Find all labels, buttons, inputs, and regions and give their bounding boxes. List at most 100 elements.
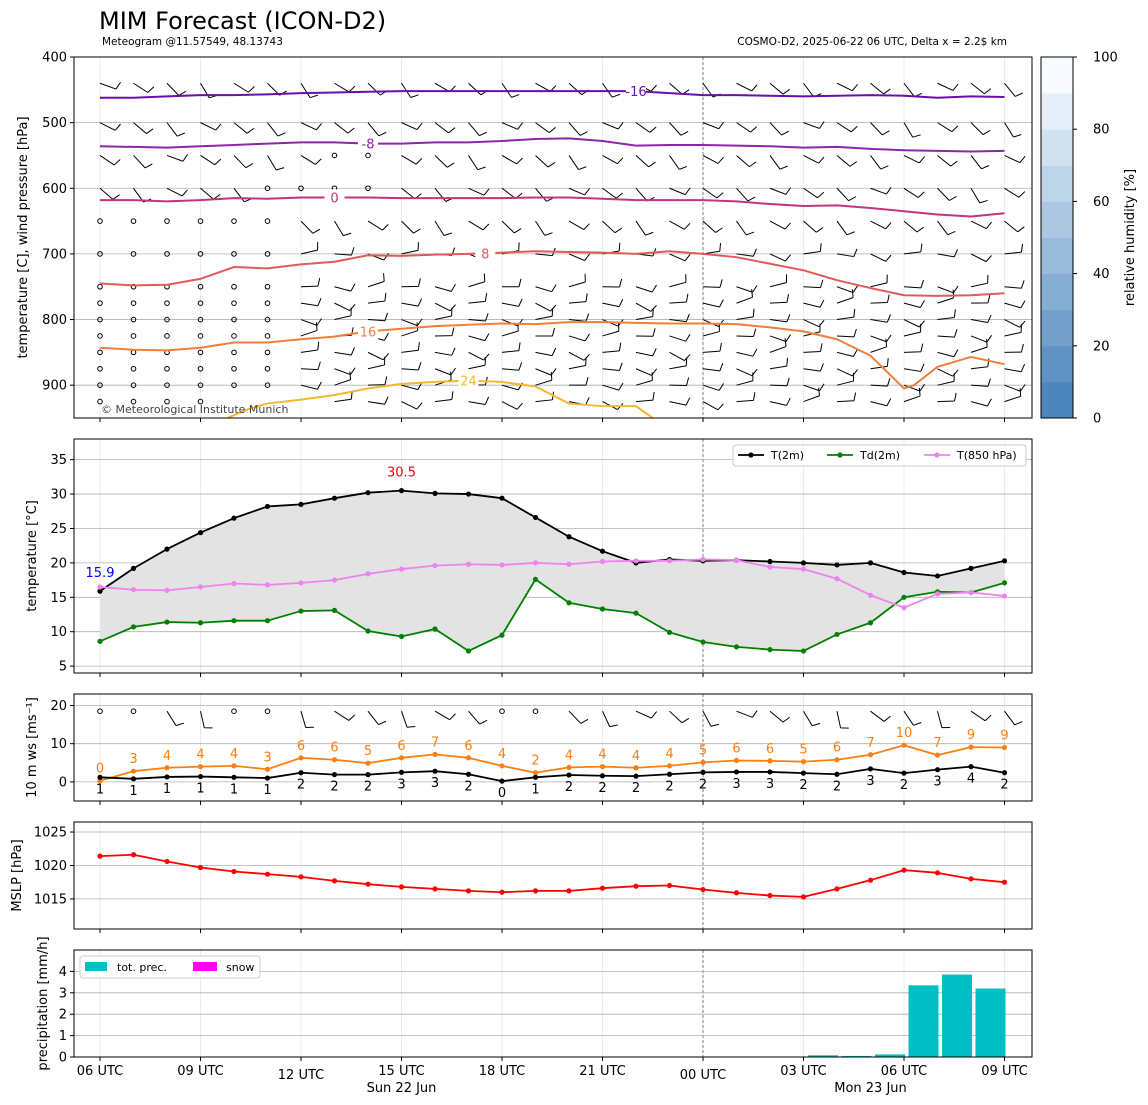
wind-barb <box>468 155 486 171</box>
y-tick-label: 5 <box>59 660 67 675</box>
legend-swatch <box>85 962 107 971</box>
wind-barb <box>233 82 255 93</box>
data-point <box>599 606 606 612</box>
wind-barb <box>300 381 322 390</box>
wind-barb <box>334 347 355 356</box>
y-tick-label: 400 <box>42 51 67 66</box>
wind-barb <box>769 274 787 288</box>
wind-barb <box>937 309 956 321</box>
wind-barb <box>300 322 318 337</box>
data-point <box>532 514 539 521</box>
wind-barb <box>568 313 590 322</box>
calm-wind-marker <box>197 333 204 339</box>
isotherm--16 <box>100 90 1005 99</box>
wind-barb <box>736 328 757 338</box>
isotherm-16 <box>99 321 1005 390</box>
wind-barb <box>468 333 490 342</box>
wind-barb <box>300 155 322 165</box>
wind-barb <box>669 397 691 406</box>
isotherm-24 <box>226 379 654 419</box>
calm-wind-marker <box>365 185 371 192</box>
data-point <box>164 546 170 552</box>
wind-barb <box>836 348 858 357</box>
wind-value-label: 6 <box>330 741 338 756</box>
wind-barb <box>702 299 724 308</box>
wind-barb <box>937 122 959 133</box>
data-point <box>298 501 304 507</box>
data-point <box>901 770 907 776</box>
data-point <box>499 763 505 769</box>
data-point <box>532 770 539 776</box>
wind-barb <box>300 220 321 234</box>
temperature-frame <box>73 438 1033 674</box>
wind-barb <box>334 371 352 386</box>
precip-bar <box>942 974 972 1057</box>
wind-value-label: 2 <box>699 777 707 792</box>
wind-barb <box>200 711 213 729</box>
wind-barb <box>300 277 321 288</box>
wind-barb <box>736 372 754 386</box>
data-point <box>231 515 237 521</box>
data-point <box>164 619 170 625</box>
legend-label: Td(2m) <box>859 449 900 462</box>
wind-barb <box>267 122 286 137</box>
wind-value-label: 3 <box>766 777 774 792</box>
wind-barb <box>870 253 892 262</box>
calm-wind-marker <box>97 316 103 323</box>
pressure-ylabel: MSLP [hPa] <box>10 839 25 911</box>
wind-value-label: 6 <box>833 741 841 756</box>
calm-wind-marker <box>264 382 271 388</box>
wind-value-label: 1 <box>531 782 539 797</box>
wind-barb <box>635 368 658 376</box>
wind-barb <box>903 300 925 309</box>
isotherm-0 <box>100 196 1005 218</box>
wind-barb <box>602 382 624 391</box>
y-tick-label: 1 <box>59 1029 67 1044</box>
y-tick-label: 35 <box>50 453 67 468</box>
x-tick-label: 06 UTC <box>77 1064 123 1079</box>
wind-barb <box>736 710 758 718</box>
wind-barb <box>769 294 790 304</box>
data-point <box>130 624 137 630</box>
data-point <box>97 584 103 590</box>
y-tick-label: 1020 <box>34 859 67 874</box>
wind-barb <box>803 387 820 403</box>
calm-wind-marker <box>231 300 237 306</box>
wind-barb <box>99 81 122 90</box>
data-point <box>331 757 338 763</box>
wind-barb <box>367 273 385 288</box>
data-point <box>867 560 874 566</box>
wind-barb <box>434 302 456 312</box>
wind-barb <box>870 294 890 304</box>
precipitation-legend: tot. prec. snow <box>79 955 261 979</box>
wind-barb <box>535 371 553 386</box>
wind-barb <box>903 319 925 328</box>
day-label: Sun 22 Jun <box>367 1081 437 1096</box>
calm-wind-marker <box>130 333 137 339</box>
wind-barb <box>736 82 758 92</box>
wind-barb <box>836 82 858 92</box>
wind-barb <box>1004 388 1022 403</box>
wind-barb <box>870 378 891 387</box>
data-point <box>767 758 773 764</box>
colorbar-band <box>1041 381 1073 419</box>
wind-barb <box>468 710 488 725</box>
wind-barb <box>903 363 925 372</box>
wind-barb <box>468 396 490 406</box>
calm-wind-marker <box>197 365 204 372</box>
calm-wind-marker <box>130 708 137 714</box>
wind-value-label: 4 <box>565 748 573 763</box>
wind-barb <box>434 327 455 337</box>
precipitation-panel: 0 1 2 3 4 tot. prec. snow 06 UTC 09 UTC 12 UTC 15 … <box>59 950 1032 1096</box>
wind-barb <box>702 401 724 411</box>
wind-barb <box>602 323 620 337</box>
wind-barb <box>903 122 921 138</box>
data-point <box>365 490 371 496</box>
calm-wind-marker <box>164 398 170 405</box>
wind-barb <box>367 220 389 231</box>
data-point <box>331 772 338 778</box>
wind-barb <box>568 187 591 196</box>
wind-barb <box>970 220 992 229</box>
wind-barb <box>970 82 992 95</box>
calm-wind-marker <box>130 382 137 388</box>
